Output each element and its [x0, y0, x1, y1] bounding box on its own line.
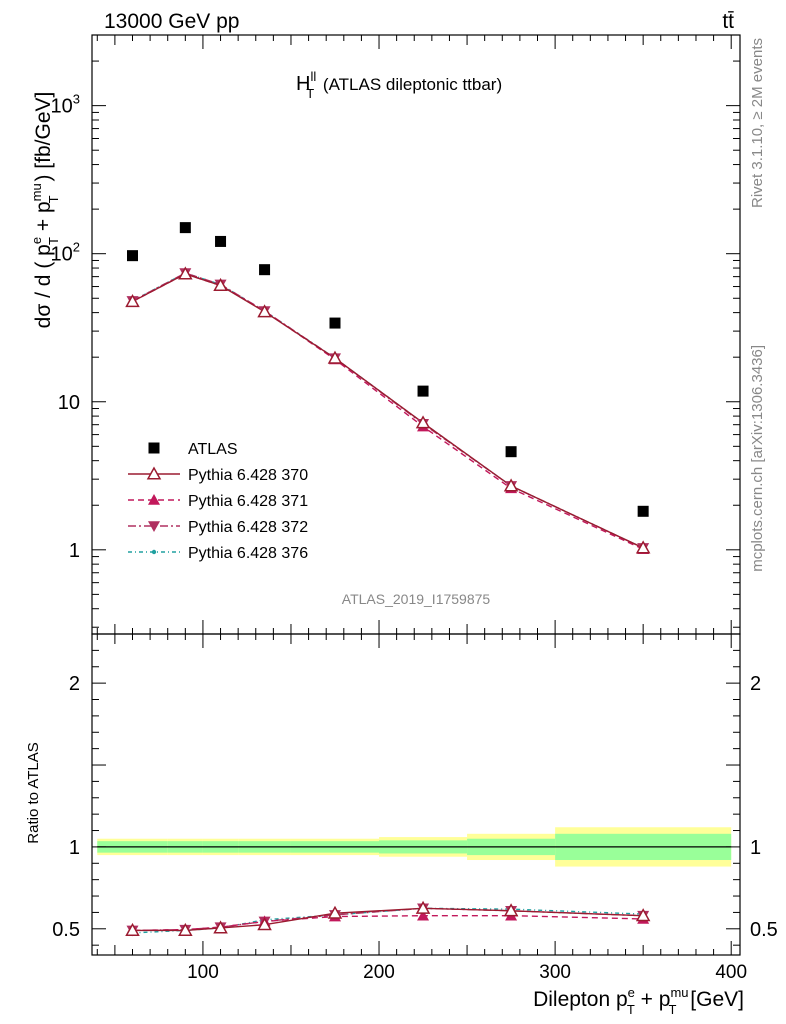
- ratio-y-tick-label-right: 1: [750, 837, 761, 859]
- series-line-main-0: [132, 273, 644, 549]
- legend: ATLAS Pythia 6.428 370 Pythia 6.428 371 Pyt…: [128, 441, 308, 562]
- atlas-point-4: [329, 317, 341, 329]
- legend-entry-0: Pythia 6.428 370: [128, 466, 308, 484]
- series-point-main-0-1: [178, 266, 193, 280]
- series-point-ratio-0-2: [213, 920, 228, 934]
- atlas-point-5: [417, 385, 429, 397]
- legend-marker-atlas: [148, 442, 160, 454]
- energy-label: 13000 GeV pp: [104, 10, 239, 33]
- series-point-ratio-1-5: [417, 909, 430, 921]
- series-point-main-0-3: [257, 304, 272, 318]
- data-points: [125, 222, 651, 937]
- series-point-ratio-0-3: [257, 917, 272, 931]
- legend-entry-1: Pythia 6.428 371: [128, 493, 308, 510]
- x-tick-label: 100: [187, 962, 219, 983]
- ratio-y-axis-label: Ratio to ATLAS: [25, 742, 42, 843]
- main-y-tick-label: 1: [69, 540, 80, 562]
- series-line-ratio-0: [132, 907, 644, 932]
- series-point-main-0-2: [213, 277, 228, 292]
- analysis-label: ATLAS_2019_I1759875: [342, 591, 491, 607]
- legend-marker-3: [151, 549, 157, 555]
- legend-entry-3: Pythia 6.428 376: [128, 545, 308, 562]
- x-tick-label: 300: [539, 962, 571, 983]
- legend-marker-2: [148, 521, 160, 532]
- process-label: tt̄: [722, 10, 734, 33]
- ratio-y-tick-label-left: 2: [69, 673, 80, 695]
- series-point-main-0-6: [503, 478, 519, 492]
- ratio-y-tick-label-right: 0.5: [750, 919, 778, 941]
- legend-entry-2: Pythia 6.428 372: [128, 519, 308, 536]
- series-point-main-0-5: [415, 415, 431, 429]
- ratio-uncertainty-bands: [97, 827, 732, 867]
- ratio-panel-frame: [91, 633, 741, 956]
- ratio-y-tick-label-left: 1: [69, 837, 80, 859]
- series-point-ratio-0-5: [415, 900, 431, 914]
- series-point-ratio-0-0: [125, 922, 140, 936]
- atlas-point-1: [179, 222, 191, 234]
- series-point-main-0-4: [327, 350, 343, 364]
- main-y-tick-label: 103: [51, 92, 80, 118]
- main-y-tick-label: 102: [51, 240, 80, 266]
- legend-label-atlas: ATLAS: [188, 441, 238, 458]
- atlas-point-0: [127, 250, 138, 262]
- series-lines: [132, 272, 644, 934]
- atlas-point-6: [505, 446, 517, 458]
- series-line-ratio-1: [132, 914, 644, 932]
- legend-marker-1: [148, 494, 160, 505]
- series-point-main-0-0: [125, 294, 140, 308]
- series-point-ratio-0-4: [327, 905, 343, 919]
- series-point-main-0-7: [635, 540, 651, 554]
- main-y-axis-label: dσ / d ( pe T + pmu T ) [fb/GeV]: [29, 92, 61, 329]
- series-point-ratio-0-6: [503, 903, 519, 917]
- atlas-point-7: [637, 505, 649, 517]
- main-y-tick-label: 10: [58, 392, 80, 414]
- legend-label-2: Pythia 6.428 372: [188, 519, 308, 536]
- series-line-ratio-2: [132, 907, 644, 932]
- legend-label-0: Pythia 6.428 370: [188, 467, 308, 484]
- atlas-point-3: [259, 264, 271, 276]
- legend-label-1: Pythia 6.428 371: [188, 493, 308, 510]
- legend-entry-atlas: ATLAS: [148, 441, 238, 458]
- atlas-point-2: [215, 235, 227, 247]
- x-tick-label: 400: [715, 962, 747, 983]
- ratio-y-tick-label-left: 0.5: [52, 919, 80, 941]
- series-point-ratio-0-1: [178, 922, 193, 936]
- legend-marker-0: [146, 466, 162, 480]
- plot-title: Hll T (ATLAS dileptonic ttbar): [296, 69, 502, 101]
- x-tick-label: 200: [363, 962, 395, 983]
- x-axis-label: Dilepton pe T + pmu T [GeV]: [533, 985, 744, 1017]
- ratio-y-tick-label-right: 2: [750, 673, 761, 695]
- legend-label-3: Pythia 6.428 376: [188, 545, 308, 562]
- series-point-ratio-0-7: [635, 908, 651, 922]
- rivet-version-label: Rivet 3.1.10, ≥ 2M events: [749, 38, 766, 208]
- mcplots-label: mcplots.cern.ch [arXiv:1306.3436]: [749, 345, 766, 572]
